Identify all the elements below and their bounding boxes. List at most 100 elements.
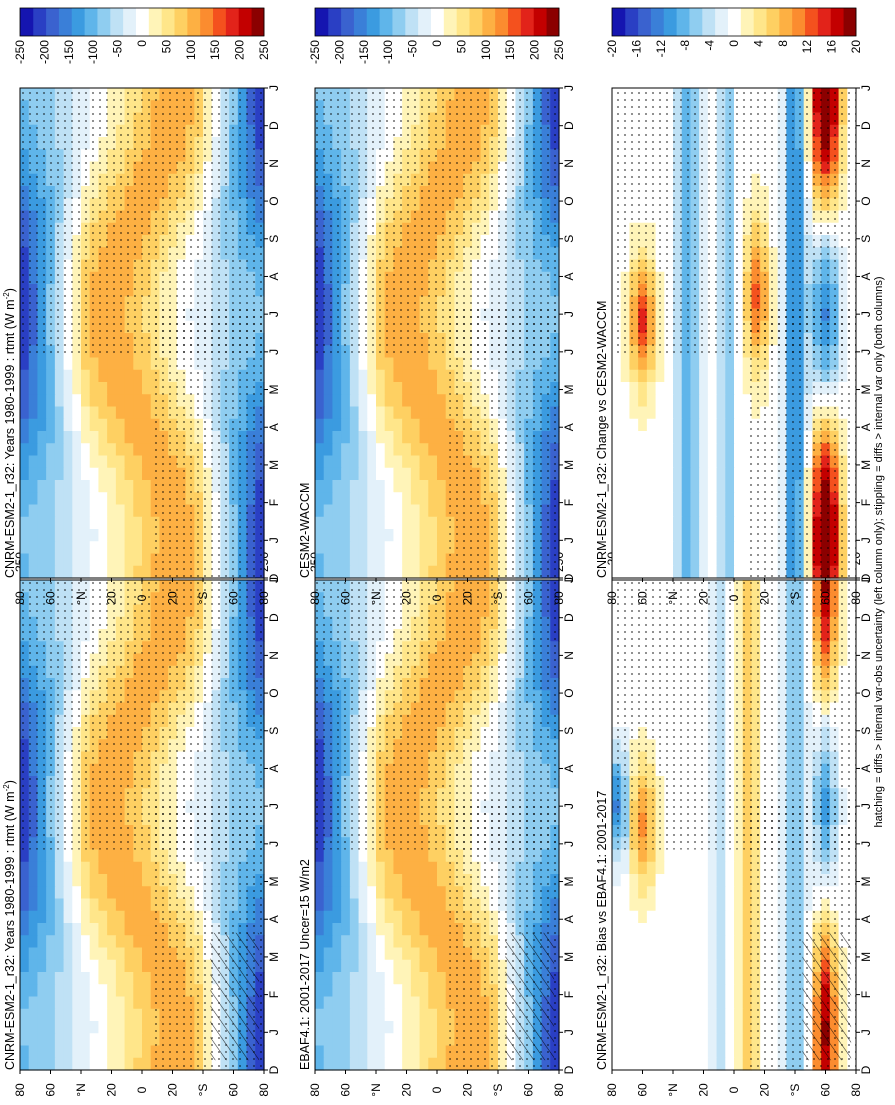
heat-cell [384,849,395,863]
heat-cell [28,455,39,469]
heat-cell [133,541,143,555]
x-tick-label: N [267,159,281,168]
heat-cell [72,418,82,432]
hatch-overlay [210,932,260,1061]
heat-cell [437,984,447,998]
heat-cell [358,406,368,420]
heat-cell [107,984,117,998]
heat-cell [402,516,412,530]
heat-cell [54,455,65,469]
heat-cell [133,874,143,887]
heat-cell [402,382,412,395]
heat-cell [402,406,412,420]
heat-cell [332,959,342,973]
heat-cell [72,541,82,555]
heat-cell [393,910,403,924]
heat-cell [28,886,39,900]
heat-cell [46,418,56,432]
heat-cell [107,492,117,506]
heat-cell [341,467,351,481]
heat-cell [37,492,47,506]
heat-cell [315,382,325,395]
x-tick-label: J [267,577,281,583]
heat-cell [323,431,334,444]
heat-cell [428,861,438,875]
heat-cell [384,910,395,924]
heat-cell [28,861,39,875]
heat-cell [98,1033,108,1047]
heat-cell [367,984,377,998]
heat-cell [358,455,368,469]
heat-cell [81,516,91,530]
heat-cell [142,959,152,973]
heat-cell [341,480,351,493]
heat-cell [46,504,56,518]
heat-cell [315,431,325,444]
heat-cell [402,504,412,518]
heat-cell [315,886,325,900]
heat-cell [98,886,108,900]
heat-cell [437,504,447,518]
heat-cell [107,935,117,949]
heat-cell [410,480,421,493]
heat-cell [332,529,342,542]
heat-cell [367,369,377,383]
heat-cell [98,504,108,518]
colorbar-tick-label: 250 [257,40,271,60]
colorbar-swatch [199,8,214,36]
heat-cell [28,959,39,973]
heat-cell [332,504,342,518]
heat-cell [376,947,386,961]
heat-cell [20,1033,30,1047]
y-tick-label: 80 [308,1083,322,1097]
heat-cell [54,357,65,371]
heat-cell [315,874,325,887]
heat-cell [419,369,429,383]
heat-cell [142,369,152,383]
heat-cell [98,406,108,420]
heat-cell [46,1033,56,1047]
heat-cell [393,1021,403,1034]
heat-cell [367,492,377,506]
x-tick-label: N [562,159,576,168]
heat-cell [332,1033,342,1047]
heat-cell [142,1021,152,1034]
heat-cell [37,910,47,924]
heat-cell [341,541,351,555]
heat-cell [315,1057,325,1071]
heat-cell [98,480,108,493]
y-tick-label: 60 [227,591,241,605]
heat-cell [98,935,108,949]
heat-cell [376,972,386,985]
heat-cell [89,849,100,863]
heat-cell [142,553,152,567]
heat-cell [315,529,325,542]
heat-cell [115,492,126,506]
colorbar-tick-label: 0 [135,40,149,47]
heat-cell [28,357,39,371]
x-tick-label: D [562,121,576,130]
y-tick-label: 60 [522,591,536,605]
heat-cell [89,972,100,985]
colorbar-swatch [340,8,354,36]
colorbar-swatch [481,8,496,36]
heat-cell [28,1033,39,1047]
colorbar-swatch [533,8,547,36]
heat-cell [107,541,117,555]
heat-cell [28,1008,39,1022]
heat-cell [115,406,126,420]
heat-cell [367,923,377,936]
heat-cell [37,959,47,973]
heat-cell [28,541,39,555]
heat-cell [81,369,91,383]
heat-cell [349,898,360,912]
heat-cell [20,861,30,875]
y-tick-label: 20 [400,1083,414,1097]
heat-cell [376,1021,386,1034]
heat-cell [437,1021,447,1034]
heat-cell [358,910,368,924]
heat-cell [419,406,429,420]
colorbar-swatch [430,8,444,36]
heat-cell [89,406,100,420]
heat-cell [384,1008,395,1022]
